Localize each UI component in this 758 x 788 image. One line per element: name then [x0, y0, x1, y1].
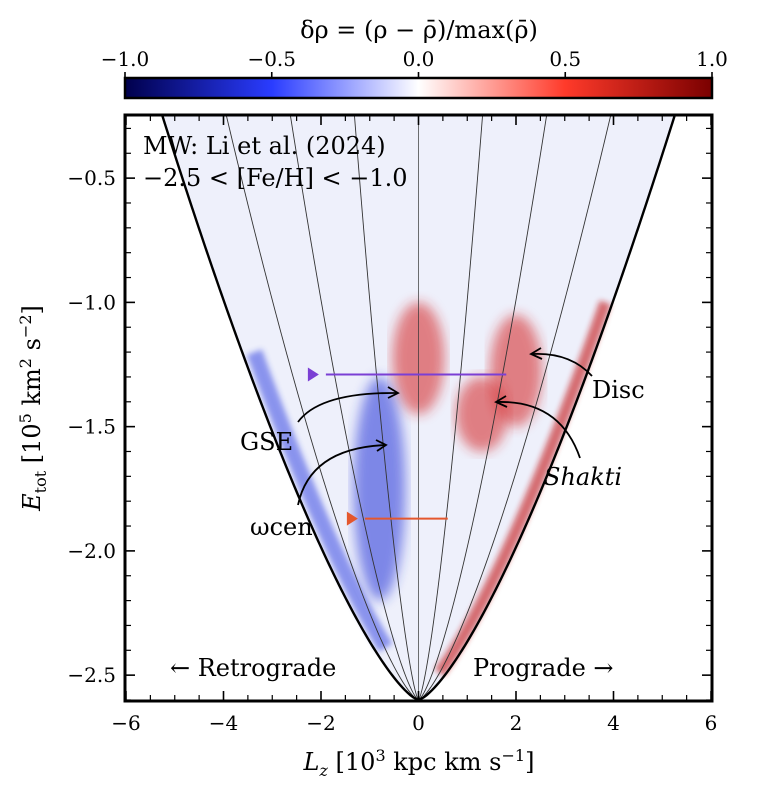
- annotation-shakti-label: Shakti: [544, 463, 622, 491]
- y-tick-label: −0.5: [67, 166, 116, 190]
- colorbar: [123, 76, 714, 100]
- x-tick-label: 2: [510, 711, 523, 735]
- x-tick-label: 6: [705, 711, 718, 735]
- title-line-1: MW: Li et al. (2024): [143, 132, 386, 160]
- y-tick-label: −2.5: [67, 663, 116, 687]
- x-axis-label: Lz [103 kpc km s−1]: [303, 746, 535, 780]
- contour-line: [290, 116, 419, 700]
- colorbar-tick-label: 1.0: [696, 47, 728, 71]
- feature-retro-edge: [246, 349, 393, 653]
- contour-line: [354, 116, 419, 700]
- y-tick-label: −1.0: [67, 290, 116, 314]
- colorbar-tick-label: −0.5: [247, 47, 296, 71]
- annotation-gse-arrow: [297, 392, 399, 423]
- colorbar-label: δρ = (ρ − ρ̄)/max(ρ̄): [300, 16, 538, 44]
- x-tick-label: 4: [607, 711, 620, 735]
- annotation-disc-arrow: [531, 352, 593, 377]
- annotation-gse: GSE: [240, 386, 400, 456]
- annotation-omegacen-label: ωcen: [250, 513, 313, 541]
- feature-Shakti: [455, 376, 508, 452]
- y-axis-label: Etot [105 km2 s−2]: [16, 305, 50, 512]
- annotation-disc-label: Disc: [592, 376, 645, 404]
- y-tick-label: −2.0: [67, 539, 116, 563]
- y-tick-label: −1.5: [67, 415, 116, 439]
- annotation-omegacen: ωcen: [250, 439, 388, 541]
- annotation-gse-label: GSE: [240, 428, 293, 456]
- contour-line: [226, 116, 419, 700]
- x-tick-label: −2: [306, 711, 335, 735]
- retrograde-label: ← Retrograde: [170, 654, 336, 682]
- x-tick-label: −6: [111, 711, 140, 735]
- title-line-2: −2.5 < [Fe/H] < −1.0: [143, 164, 408, 192]
- contour-line: [418, 116, 483, 700]
- marker-triangle-0: [307, 367, 319, 382]
- colorbar-tick-label: 0.5: [549, 47, 581, 71]
- colorbar-tick-label: 0.0: [403, 47, 435, 71]
- x-tick-label: 0: [412, 711, 425, 735]
- feature-retrograde-depletion: [353, 376, 406, 601]
- marker-triangle-1: [346, 511, 358, 526]
- x-tick-label: −4: [209, 711, 238, 735]
- annotation-shakti: Shakti: [494, 395, 622, 491]
- prograde-label: Prograde →: [473, 654, 614, 682]
- annotation-omegacen-arrow: [297, 444, 387, 506]
- annotation-shakti-arrow: [496, 401, 581, 459]
- feature-disc-edge: [434, 300, 611, 677]
- colorbar-tick-label: −1.0: [101, 47, 150, 71]
- annotation-disc: Disc: [529, 347, 645, 404]
- contour-line: [418, 116, 547, 700]
- plot-frame: [123, 113, 714, 703]
